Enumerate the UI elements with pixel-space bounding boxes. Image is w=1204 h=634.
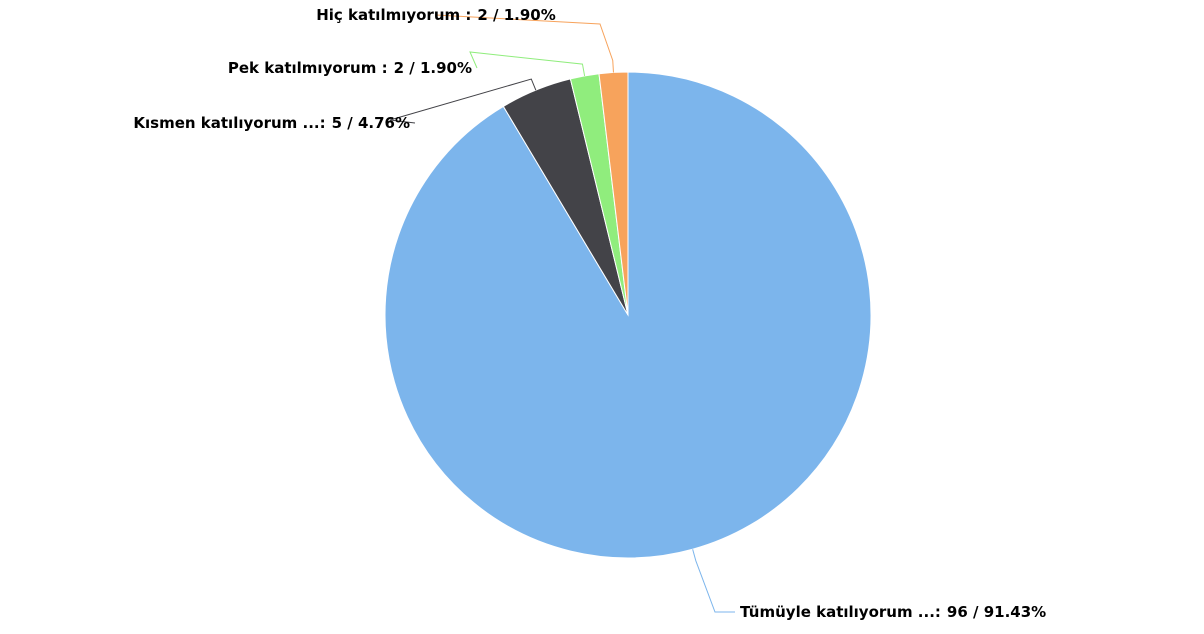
connector — [435, 14, 614, 73]
data-label: Hiç katılmıyorum : 2 / 1.90% — [316, 6, 556, 24]
category-label: Pek katılmıyorum : — [228, 59, 388, 77]
data-label: Tümüyle katılıyorum ...: 96 / 91.43% — [740, 603, 1046, 621]
category-label: Tümüyle katılıyorum ...: — [740, 603, 941, 621]
data-label: Kısmen katılıyorum ...: 5 / 4.76% — [133, 114, 410, 132]
category-label: Kısmen katılıyorum ...: — [133, 114, 325, 132]
connector — [469, 51, 586, 76]
value-label: 5 / 4.76% — [332, 114, 410, 132]
data-label: Pek katılmıyorum : 2 / 1.90% — [228, 59, 472, 77]
connector — [389, 78, 537, 124]
value-label: 2 / 1.90% — [394, 59, 472, 77]
value-label: 96 / 91.43% — [947, 603, 1046, 621]
value-label: 2 / 1.90% — [477, 6, 555, 24]
connector — [692, 549, 735, 613]
category-label: Hiç katılmıyorum : — [316, 6, 471, 24]
